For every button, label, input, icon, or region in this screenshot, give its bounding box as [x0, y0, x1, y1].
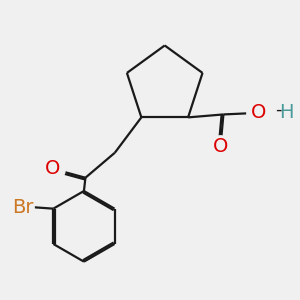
- Text: O: O: [250, 103, 266, 122]
- Text: O: O: [45, 159, 61, 178]
- Text: -: -: [274, 101, 281, 119]
- Text: H: H: [280, 103, 294, 122]
- Text: O: O: [213, 137, 228, 156]
- Text: Br: Br: [12, 198, 33, 217]
